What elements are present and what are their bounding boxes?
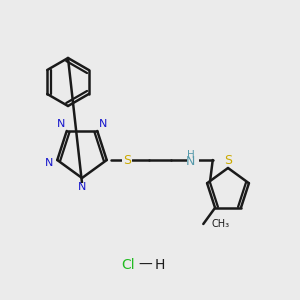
Bar bbox=[77, 183, 86, 191]
Bar bbox=[122, 155, 132, 164]
Text: H: H bbox=[155, 258, 165, 272]
Text: Cl: Cl bbox=[121, 258, 135, 272]
Text: N: N bbox=[98, 119, 107, 129]
Bar bbox=[57, 120, 66, 128]
Text: N: N bbox=[78, 182, 86, 192]
Text: S: S bbox=[224, 154, 232, 167]
Text: S: S bbox=[123, 154, 131, 166]
Bar bbox=[44, 159, 53, 167]
Bar bbox=[187, 155, 199, 164]
Text: CH₃: CH₃ bbox=[211, 219, 230, 229]
Text: N: N bbox=[57, 119, 66, 129]
Text: N: N bbox=[44, 158, 53, 168]
Bar bbox=[223, 157, 233, 166]
Text: N: N bbox=[186, 154, 195, 167]
Bar bbox=[98, 120, 107, 128]
Text: —: — bbox=[138, 258, 152, 272]
Text: H: H bbox=[187, 150, 195, 160]
